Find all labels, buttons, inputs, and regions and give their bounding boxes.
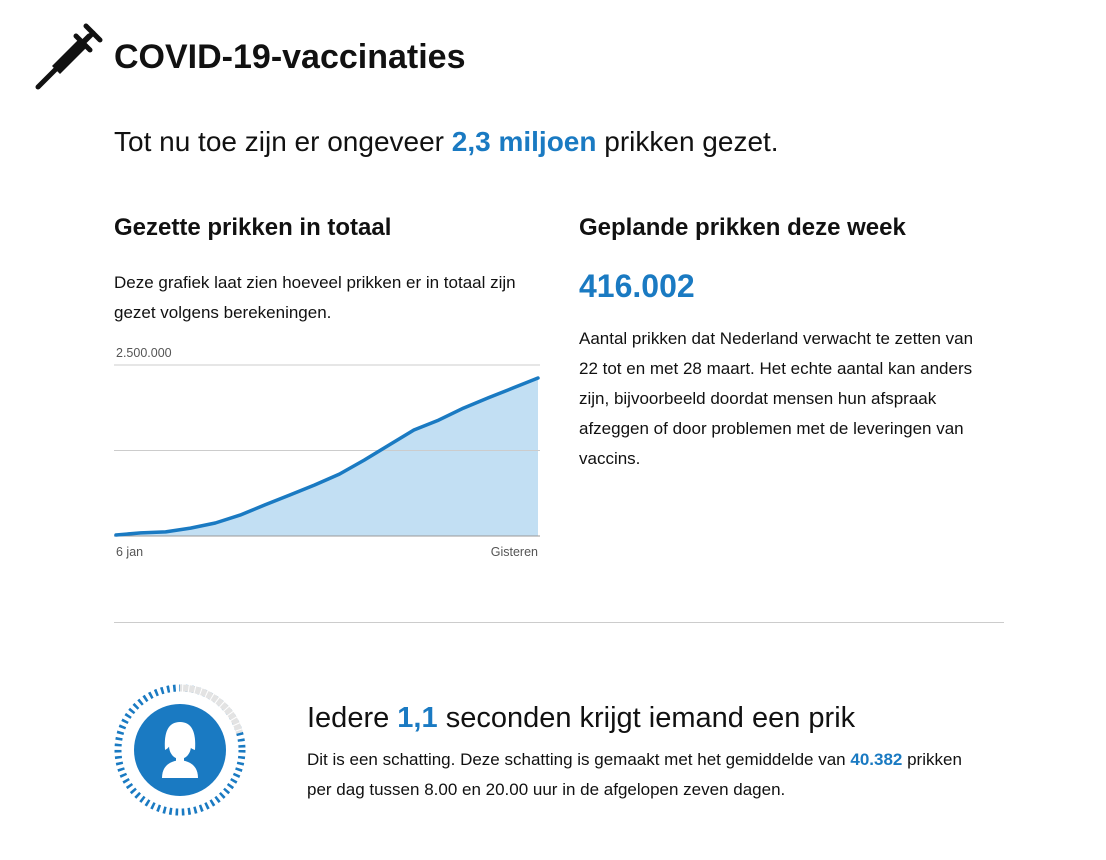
intro-text: prikken gezet.	[604, 126, 779, 157]
x-tick-label: Gisteren	[491, 545, 538, 559]
area	[116, 378, 538, 536]
planned-number: 416.002	[579, 268, 695, 304]
intro: Tot nu toe zijn er ongeveer 2,3 miljoen …	[114, 126, 779, 158]
line	[114, 376, 540, 537]
rate-text: Iedere	[307, 702, 390, 734]
intro-highlight: 2,3 miljoen	[451, 126, 597, 157]
rate-highlight: 40.382	[850, 750, 903, 769]
rate-description: Dit is een schatting. Deze schatting is …	[307, 745, 967, 805]
section-heading: Geplande prikken deze week	[579, 214, 906, 241]
rate-text: seconden krijgt iemand een prik	[445, 702, 856, 734]
rate-heading: Iedere 1,1 seconden krijgt iemand een pr…	[307, 702, 855, 735]
rate-highlight: 1,1	[397, 702, 438, 734]
area-chart: 2.500.000 6 jan Gisteren	[114, 346, 540, 559]
rate-text: prikken per dag tussen 8.00 en 20.00 uur…	[307, 750, 962, 799]
x-tick-label: 6 jan	[116, 545, 143, 559]
chart-description: Deze grafiek laat zien hoeveel prikken e…	[114, 273, 516, 322]
page-title: COVID-19-vaccinaties	[114, 38, 466, 76]
rate-text: Dit is een schatting. Deze schatting is …	[307, 750, 846, 769]
timer-icon	[114, 684, 246, 816]
intro-text: Tot nu toe zijn er ongeveer	[114, 126, 444, 157]
y-tick-label: 2.500.000	[116, 346, 172, 360]
section-heading: Gezette prikken in totaal	[114, 214, 392, 241]
timer-ring	[114, 684, 246, 816]
divider	[114, 622, 1004, 623]
planned-description: Aantal prikken dat Nederland verwacht te…	[579, 329, 974, 468]
syringe-icon	[35, 23, 103, 90]
